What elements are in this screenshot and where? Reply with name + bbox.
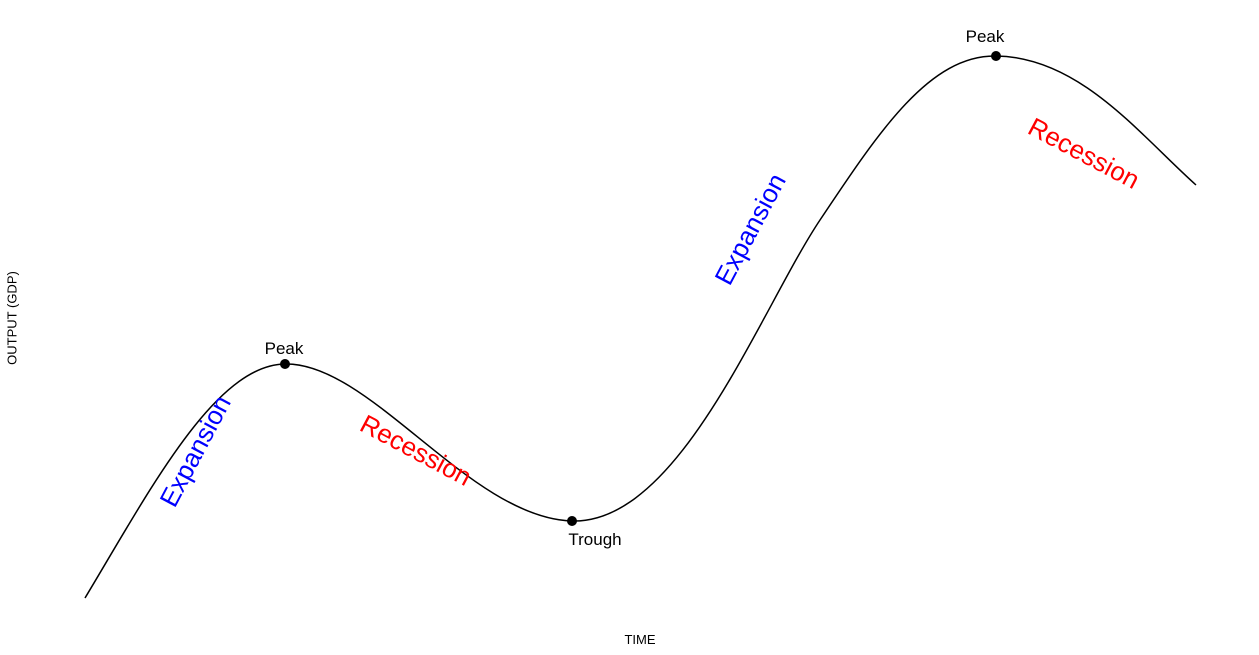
recession-label: Recession <box>355 408 476 491</box>
peak-label: Peak <box>966 27 1005 46</box>
peak-point <box>280 359 290 369</box>
x-axis-label: TIME <box>624 632 655 647</box>
trough-point <box>567 516 577 526</box>
y-axis-label: OUTPUT (GDP) <box>4 271 19 365</box>
expansion-label: Expansion <box>153 390 236 511</box>
trough-label: Trough <box>568 530 621 549</box>
peak-point <box>991 51 1001 61</box>
peak-label: Peak <box>265 339 304 358</box>
recession-label: Recession <box>1023 111 1144 194</box>
expansion-label: Expansion <box>708 168 791 289</box>
business-cycle-curve <box>84 55 1197 599</box>
